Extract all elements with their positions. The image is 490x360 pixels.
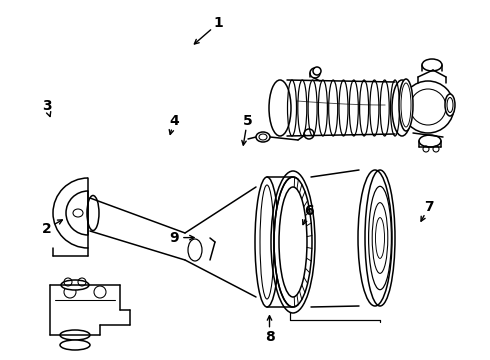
Ellipse shape — [372, 203, 388, 273]
Ellipse shape — [60, 330, 90, 340]
Ellipse shape — [419, 135, 441, 147]
Ellipse shape — [368, 186, 392, 290]
Text: 7: 7 — [424, 200, 434, 214]
Ellipse shape — [422, 59, 442, 71]
Circle shape — [402, 81, 454, 133]
Text: 4: 4 — [169, 114, 179, 127]
Text: 9: 9 — [169, 231, 179, 244]
Ellipse shape — [375, 217, 385, 258]
Ellipse shape — [358, 170, 392, 306]
Ellipse shape — [60, 340, 90, 350]
Ellipse shape — [445, 94, 455, 116]
Ellipse shape — [61, 280, 89, 290]
Text: 1: 1 — [213, 17, 223, 30]
Ellipse shape — [188, 239, 202, 261]
Text: 3: 3 — [42, 99, 51, 113]
Text: 2: 2 — [42, 222, 51, 235]
Ellipse shape — [87, 195, 99, 230]
Text: 5: 5 — [243, 114, 252, 127]
Ellipse shape — [256, 132, 270, 142]
Ellipse shape — [399, 79, 413, 131]
Ellipse shape — [279, 187, 307, 297]
Ellipse shape — [274, 177, 312, 307]
Text: 6: 6 — [304, 204, 314, 217]
Text: 8: 8 — [265, 330, 274, 343]
Ellipse shape — [255, 177, 279, 307]
